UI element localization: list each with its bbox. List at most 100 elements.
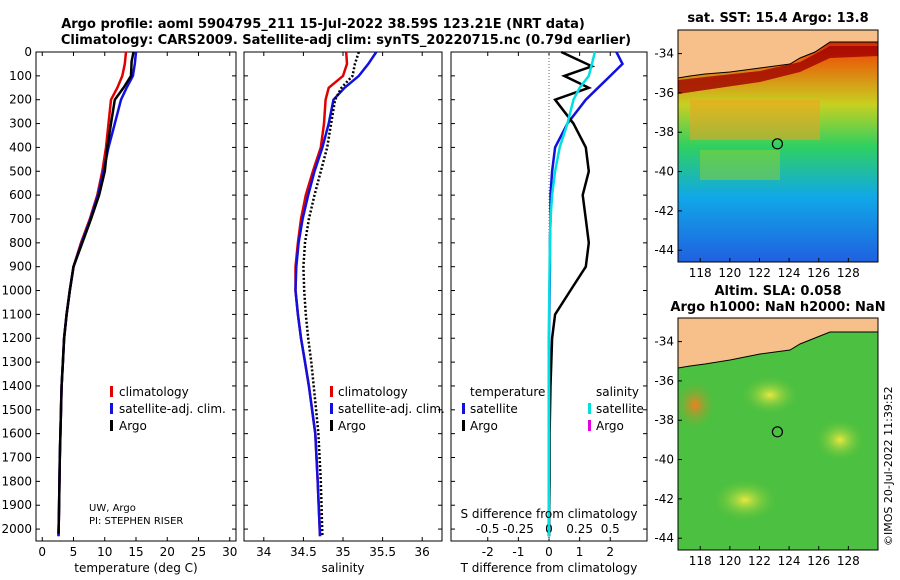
salinity-legend: climatology satellite-adj. clim. Argo — [330, 385, 445, 433]
x-tick-label: 5 — [70, 545, 78, 559]
map-lat-label: -34 — [654, 335, 674, 349]
legend-argo-swatch — [110, 420, 113, 431]
sst-coastline — [678, 41, 878, 79]
t-difference-axis-label: T difference from climatology — [460, 561, 638, 575]
depth-tick-label: 1500 — [1, 403, 32, 417]
sla-high-blob — [678, 379, 717, 431]
sla-coastline — [678, 331, 878, 369]
map-lat-label: -36 — [654, 86, 674, 100]
s-difference-tick-label: -0.5 — [476, 522, 499, 536]
depth-tick-label: 1100 — [1, 307, 32, 321]
depth-tick-label: 800 — [9, 236, 32, 250]
legend-satellite-label: satellite-adj. clim. — [119, 402, 226, 416]
legend-t-argo-swatch — [462, 420, 465, 431]
legend-s-satellite-swatch — [588, 403, 591, 414]
sla-map-frame — [677, 317, 879, 551]
depth-tick-label: 500 — [9, 164, 32, 178]
legend-s-satellite-label: satellite — [596, 402, 644, 416]
legend-climatology-label: climatology — [119, 385, 189, 399]
sla-yellow-blob — [711, 478, 779, 522]
depth-tick-label: 100 — [9, 69, 32, 83]
sst-map-title: sat. SST: 15.4 Argo: 13.8 — [687, 11, 868, 26]
x-tick-label: 34.5 — [290, 545, 317, 559]
depth-tick-label: 1600 — [1, 427, 32, 441]
map-lat-label: -42 — [654, 204, 674, 218]
series-line-argo-temperature- — [547, 50, 596, 537]
depth-tick-label: 1300 — [1, 355, 32, 369]
sla-land — [678, 318, 878, 368]
x-tick-label: 1 — [576, 545, 584, 559]
map-lat-label: -40 — [654, 165, 674, 179]
legend-argo-label: Argo — [119, 419, 147, 433]
x-tick-label: 10 — [97, 545, 112, 559]
map-lat-label: -40 — [654, 453, 674, 467]
series-line-argo — [57, 51, 135, 534]
x-tick-label: 20 — [160, 545, 175, 559]
x-tick-label: 36 — [415, 545, 430, 559]
pi-annotation-line2: PI: STEPHEN RISER — [89, 516, 183, 527]
map-lon-label: 124 — [778, 554, 801, 568]
map-lon-label: 122 — [748, 554, 771, 568]
legend-s-argo-swatch — [588, 420, 591, 431]
depth-tick-label: 2000 — [1, 522, 32, 536]
figure-title-line1: Argo profile: aoml 5904795_211 15-Jul-20… — [61, 17, 585, 32]
x-tick-label: -1 — [512, 545, 524, 559]
x-tick-label: -2 — [482, 545, 494, 559]
figure-title-line2: Climatology: CARS2009. Satellite-adj cli… — [61, 33, 631, 48]
depth-tick-label: 1900 — [1, 498, 32, 512]
sla-map-title-line2: Argo h1000: NaN h2000: NaN — [670, 300, 885, 315]
x-tick-label: 35 — [335, 545, 350, 559]
temperature-panel-frame — [35, 51, 237, 542]
sla-yellow-blob — [740, 375, 800, 415]
map-lon-label: 126 — [807, 266, 830, 280]
depth-tick-label: 1700 — [1, 451, 32, 465]
legend-argo-label: Argo — [338, 419, 366, 433]
x-tick-label: 30 — [222, 545, 237, 559]
depth-tick-label: 1000 — [1, 284, 32, 298]
legend-t-argo-label: Argo — [470, 419, 498, 433]
series-line-satellite-adj-clim- — [294, 51, 378, 537]
x-tick-label: 35.5 — [369, 545, 396, 559]
depth-tick-label: 200 — [9, 93, 32, 107]
temperature-axis-label: temperature (deg C) — [74, 561, 197, 575]
difference-legend: temperature satellite Argo salinity sate… — [462, 385, 644, 433]
x-tick-label: 34 — [256, 545, 271, 559]
legend-temperature-title: temperature — [470, 385, 545, 399]
depth-tick-label: 1200 — [1, 331, 32, 345]
map-lon-label: 120 — [718, 266, 741, 280]
sst-land — [678, 30, 878, 78]
legend-satellite-swatch — [330, 403, 333, 414]
argo-location-marker — [771, 426, 784, 438]
x-tick-label: 0 — [38, 545, 46, 559]
argo-location-marker — [771, 138, 784, 150]
depth-tick-label: 700 — [9, 212, 32, 226]
timestamp-stamp: ©IMOS 20-Jul-2022 11:39:52 — [882, 386, 895, 546]
map-lat-label: -42 — [654, 492, 674, 506]
depth-tick-label: 300 — [9, 117, 32, 131]
map-lon-label: 118 — [689, 266, 712, 280]
map-lat-label: -38 — [654, 413, 674, 427]
s-difference-tick-label: 0.25 — [566, 522, 593, 536]
salinity-axis-label: salinity — [321, 561, 364, 575]
depth-tick-label: 900 — [9, 260, 32, 274]
legend-salinity-title: salinity — [596, 385, 639, 399]
sla-map-title-line1: Altim. SLA: 0.058 — [715, 284, 842, 299]
x-tick-label: 2 — [606, 545, 614, 559]
sst-green-patch — [700, 150, 780, 180]
sst-warm-patch — [690, 100, 820, 140]
x-tick-label: 15 — [128, 545, 143, 559]
legend-satellite-swatch — [110, 403, 113, 414]
map-lon-label: 122 — [748, 266, 771, 280]
map-lon-label: 118 — [689, 554, 712, 568]
legend-t-satellite-label: satellite — [470, 402, 518, 416]
s-difference-tick-label: 0.5 — [601, 522, 620, 536]
depth-tick-label: 0 — [24, 45, 32, 59]
legend-s-argo-label: Argo — [596, 419, 624, 433]
salinity-panel-frame — [243, 51, 443, 542]
map-lat-label: -44 — [654, 531, 674, 545]
x-tick-label: 25 — [191, 545, 206, 559]
series-line-satellite-salinity- — [547, 51, 597, 537]
sst-map — [678, 30, 878, 262]
depth-tick-label: 400 — [9, 140, 32, 154]
